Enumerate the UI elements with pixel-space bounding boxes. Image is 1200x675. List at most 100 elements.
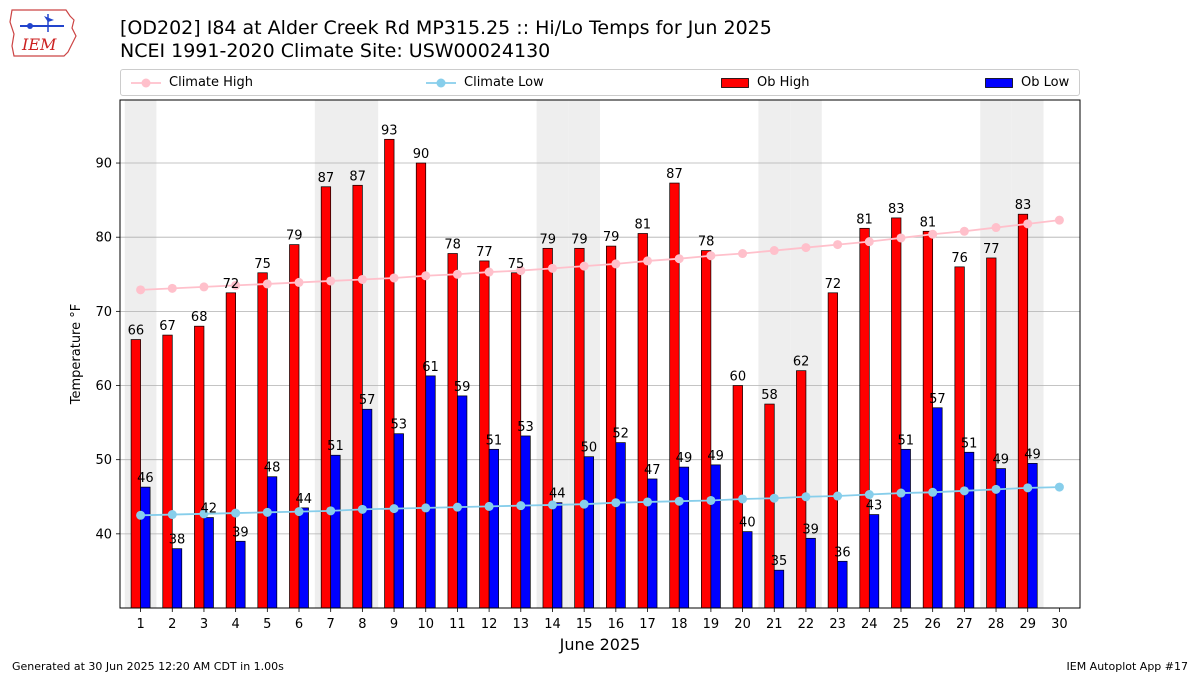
ob-high-label-day-23: 72 [825,277,842,292]
climate-high-point-day-17 [643,256,653,266]
climate-high-point-day-15 [579,261,589,271]
climate-high-point-day-19 [706,251,716,261]
legend-ob-low: Ob Low [985,70,1069,95]
climate-high-point-day-7 [326,276,336,286]
x-tick-label-8: 8 [358,617,366,632]
climate-low-point-day-1 [136,510,146,520]
climate-high-point-day-4 [231,280,241,290]
ob-high-label-day-26: 81 [920,215,937,230]
ob-low-label-day-6: 44 [295,492,312,507]
ob-high-bar-day-22 [796,370,807,609]
climate-high-point-day-6 [294,277,304,287]
y-tick-label-90: 90 [95,157,112,172]
x-tick-label-24: 24 [861,617,878,632]
x-tick-label-2: 2 [168,617,176,632]
x-axis-label: June 2025 [559,635,641,654]
ob-high-label-day-28: 77 [983,242,1000,257]
climate-low-point-day-25 [896,488,906,498]
chart-title: [OD202] I84 at Alder Creek Rd MP315.25 :… [120,17,772,39]
ob-low-label-day-10: 61 [422,360,439,375]
climate-high-point-day-24 [864,237,874,247]
legend-climate-high: Climate High [131,70,253,95]
ob-high-bar-day-24 [859,227,870,609]
ob-low-bar-day-11 [457,395,468,609]
x-tick-label-22: 22 [798,617,815,632]
ob-low-label-day-7: 51 [327,439,344,454]
x-tick-label-26: 26 [924,617,941,632]
climate-low-point-day-12 [484,501,494,511]
x-tick-label-7: 7 [327,617,335,632]
ob-low-label-day-1: 46 [137,471,154,486]
ob-high-label-day-15: 79 [571,232,588,247]
ob-low-bar-day-6 [298,507,309,609]
x-tick-label-5: 5 [263,617,271,632]
climate-low-point-day-14 [547,500,557,510]
climate-low-point-day-26 [928,487,938,497]
ob-high-bar-day-9 [384,138,395,609]
climate-low-point-day-28 [991,484,1001,494]
ob-low-label-day-3: 42 [200,502,217,517]
climate-low-point-day-20 [738,494,748,504]
climate-low-point-day-7 [326,506,336,516]
climate-low-point-day-23 [833,491,843,501]
chart-subtitle: NCEI 1991-2020 Climate Site: USW00024130 [120,40,551,62]
ob-low-bar-day-23 [837,560,848,609]
climate-high-point-day-1 [136,285,146,295]
climate-high-point-day-5 [262,279,272,289]
x-tick-label-30: 30 [1051,617,1068,632]
climate-high-point-day-13 [516,266,526,276]
climate-low-point-day-27 [959,486,969,496]
ob-high-label-day-10: 90 [413,147,430,162]
ob-low-label-day-9: 53 [391,418,408,433]
climate-low-point-day-22 [801,492,811,502]
climate-low-point-day-17 [643,497,653,507]
ob-low-label-day-26: 57 [929,392,946,407]
ob-low-label-day-25: 51 [897,433,914,448]
climate-high-point-day-30 [1054,215,1064,225]
ob-high-label-day-18: 87 [666,167,683,182]
legend-ob-high-swatch [721,77,749,88]
ob-high-label-day-12: 77 [476,245,493,260]
legend-climate-high-marker [131,78,161,87]
ob-low-bar-day-25 [900,448,911,609]
ob-high-bar-day-15 [574,247,585,609]
ob-low-bar-day-4 [235,540,246,609]
climate-high-point-day-26 [928,229,938,239]
x-tick-label-12: 12 [481,617,498,632]
ob-low-bar-day-1 [140,486,151,609]
ob-high-bar-day-14 [542,247,553,609]
climate-high-point-day-11 [452,269,462,279]
ob-low-label-day-19: 49 [707,449,724,464]
climate-high-point-day-2 [167,283,177,293]
ob-low-label-day-11: 59 [454,380,471,395]
ob-low-label-day-16: 52 [612,427,629,442]
iem-logo: IEM [8,6,80,58]
ob-low-bar-day-13 [520,435,531,609]
climate-low-line [140,486,1060,517]
ob-low-label-day-12: 51 [486,433,503,448]
ob-high-label-day-2: 67 [159,319,176,334]
ob-high-label-day-27: 76 [951,251,968,266]
x-tick-label-15: 15 [576,617,593,632]
ob-low-bar-day-21 [773,569,785,609]
legend-ob-high: Ob High [721,70,810,95]
ob-high-label-day-6: 79 [286,229,303,244]
climate-low-point-day-21 [769,493,779,503]
ob-low-bar-day-2 [171,548,183,609]
climate-low-point-day-16 [611,498,621,508]
climate-low-point-day-13 [516,501,526,511]
ob-low-bar-day-7 [330,454,341,609]
ob-low-label-day-5: 48 [264,461,281,476]
generated-note: Generated at 30 Jun 2025 12:20 AM CDT in… [12,660,284,673]
ob-high-bar-day-6 [289,244,300,609]
climate-high-point-day-14 [547,263,557,273]
climate-high-point-day-23 [833,240,843,250]
ob-high-label-day-4: 72 [223,277,240,292]
x-tick-label-4: 4 [232,617,240,632]
climate-low-point-day-24 [864,490,874,500]
ob-high-bar-day-13 [510,272,522,609]
ob-low-label-day-2: 38 [169,533,186,548]
legend: Climate High Climate Low Ob High Ob Low [120,69,1080,96]
ob-low-bar-day-10 [425,375,436,609]
logo-text: IEM [21,35,57,54]
